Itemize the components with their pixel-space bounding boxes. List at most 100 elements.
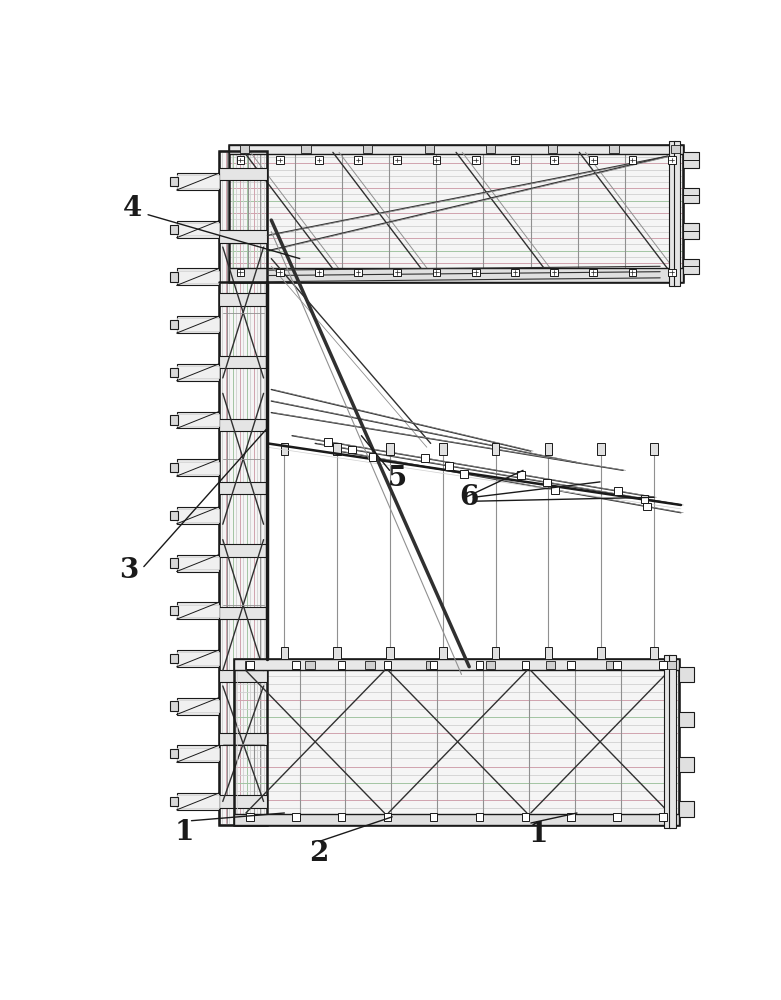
Bar: [219, 482, 267, 494]
Bar: [177, 175, 219, 188]
Bar: [177, 316, 219, 333]
Bar: [177, 605, 219, 617]
Bar: [170, 558, 178, 568]
Bar: [486, 145, 495, 153]
Bar: [544, 443, 552, 455]
Bar: [614, 487, 622, 495]
Bar: [170, 272, 178, 282]
Bar: [170, 797, 178, 806]
Bar: [170, 368, 178, 377]
Bar: [177, 412, 219, 428]
Bar: [386, 647, 394, 659]
Bar: [433, 156, 440, 164]
Bar: [301, 145, 311, 153]
Bar: [292, 813, 300, 821]
Bar: [234, 659, 679, 825]
Bar: [234, 814, 679, 825]
Bar: [679, 712, 694, 727]
Bar: [551, 486, 559, 494]
Bar: [386, 443, 394, 455]
Bar: [394, 269, 401, 276]
Bar: [476, 661, 483, 669]
Bar: [337, 813, 345, 821]
Bar: [597, 647, 605, 659]
Bar: [170, 463, 178, 472]
Bar: [355, 269, 362, 276]
Bar: [229, 268, 683, 282]
Bar: [280, 647, 288, 659]
Bar: [613, 661, 621, 669]
Bar: [237, 156, 244, 164]
Bar: [333, 647, 341, 659]
Bar: [333, 443, 341, 455]
Bar: [170, 177, 178, 186]
Bar: [177, 364, 219, 381]
Bar: [177, 462, 219, 474]
Bar: [609, 145, 619, 153]
Bar: [170, 606, 178, 615]
Bar: [177, 748, 219, 760]
Bar: [219, 151, 267, 825]
Bar: [177, 700, 219, 712]
Text: 1: 1: [174, 819, 194, 846]
Bar: [177, 414, 219, 426]
Bar: [219, 607, 267, 619]
Bar: [544, 647, 552, 659]
Bar: [460, 470, 468, 478]
Bar: [177, 509, 219, 522]
Bar: [234, 659, 679, 670]
Bar: [650, 647, 658, 659]
Bar: [683, 259, 699, 274]
Bar: [355, 156, 362, 164]
Bar: [445, 462, 453, 470]
Bar: [439, 443, 447, 455]
Bar: [170, 320, 178, 329]
Text: 2: 2: [309, 840, 329, 867]
Bar: [492, 647, 499, 659]
Bar: [511, 269, 519, 276]
Bar: [219, 356, 267, 368]
Bar: [522, 661, 530, 669]
Bar: [606, 661, 615, 669]
Bar: [177, 366, 219, 378]
Bar: [170, 225, 178, 234]
Bar: [177, 795, 219, 808]
Text: 5: 5: [387, 465, 407, 492]
Bar: [669, 655, 676, 828]
Bar: [659, 661, 667, 669]
Bar: [551, 269, 558, 276]
Bar: [547, 145, 557, 153]
Bar: [426, 661, 435, 669]
Bar: [315, 269, 323, 276]
Bar: [229, 145, 683, 282]
Bar: [276, 156, 284, 164]
Bar: [240, 145, 249, 153]
Bar: [666, 661, 676, 669]
Bar: [683, 188, 699, 203]
Bar: [237, 269, 244, 276]
Bar: [394, 156, 401, 164]
Bar: [177, 318, 219, 331]
Bar: [219, 419, 267, 431]
Bar: [590, 156, 597, 164]
Bar: [246, 661, 254, 669]
Bar: [177, 459, 219, 476]
Bar: [276, 269, 284, 276]
Bar: [366, 661, 375, 669]
Bar: [430, 661, 437, 669]
Bar: [522, 813, 530, 821]
Bar: [170, 749, 178, 758]
Bar: [543, 479, 551, 486]
Bar: [177, 173, 219, 190]
Bar: [245, 661, 255, 669]
Bar: [219, 168, 267, 180]
Bar: [683, 152, 699, 168]
Bar: [383, 661, 391, 669]
Bar: [170, 415, 178, 425]
Bar: [597, 443, 605, 455]
Bar: [177, 793, 219, 810]
Bar: [177, 650, 219, 667]
Bar: [668, 269, 676, 276]
Bar: [280, 443, 288, 455]
Bar: [590, 269, 597, 276]
